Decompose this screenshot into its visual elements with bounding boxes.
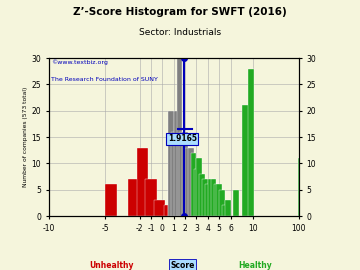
Bar [298, 158, 299, 216]
Text: ©www.textbiz.org: ©www.textbiz.org [51, 60, 108, 65]
Bar [194, 168, 199, 216]
Bar [176, 142, 182, 216]
Bar [205, 184, 211, 216]
Bar [233, 190, 239, 216]
Bar [208, 179, 213, 216]
Bar [145, 179, 157, 216]
Bar [213, 184, 219, 216]
Bar [164, 205, 170, 216]
Bar [171, 147, 176, 216]
Bar [128, 179, 140, 216]
Text: The Research Foundation of SUNY: The Research Foundation of SUNY [51, 77, 158, 82]
Bar [188, 147, 194, 216]
Bar [225, 200, 230, 216]
Bar [105, 184, 117, 216]
Bar [168, 179, 174, 216]
Bar [171, 132, 176, 216]
Bar [219, 190, 225, 216]
Bar [174, 147, 179, 216]
Text: Sector: Industrials: Sector: Industrials [139, 28, 221, 37]
Bar [216, 184, 222, 216]
Bar [222, 205, 228, 216]
Text: Score: Score [170, 261, 194, 270]
Bar [242, 105, 253, 216]
Text: Healthy: Healthy [238, 261, 272, 270]
Text: Z’-Score Histogram for SWFT (2016): Z’-Score Histogram for SWFT (2016) [73, 7, 287, 17]
Bar [191, 153, 197, 216]
Bar [168, 111, 174, 216]
Text: Unhealthy: Unhealthy [89, 261, 134, 270]
Bar [174, 111, 179, 216]
Bar [179, 132, 185, 216]
Bar [185, 147, 191, 216]
Text: 1.9165: 1.9165 [168, 134, 197, 143]
Bar [154, 200, 165, 216]
Y-axis label: Number of companies (573 total): Number of companies (573 total) [23, 87, 28, 187]
Bar [202, 179, 208, 216]
Bar [211, 179, 216, 216]
Bar [176, 58, 182, 216]
Bar [137, 147, 148, 216]
Bar [248, 69, 254, 216]
Bar [199, 174, 205, 216]
Bar [182, 132, 188, 216]
Bar [197, 158, 202, 216]
